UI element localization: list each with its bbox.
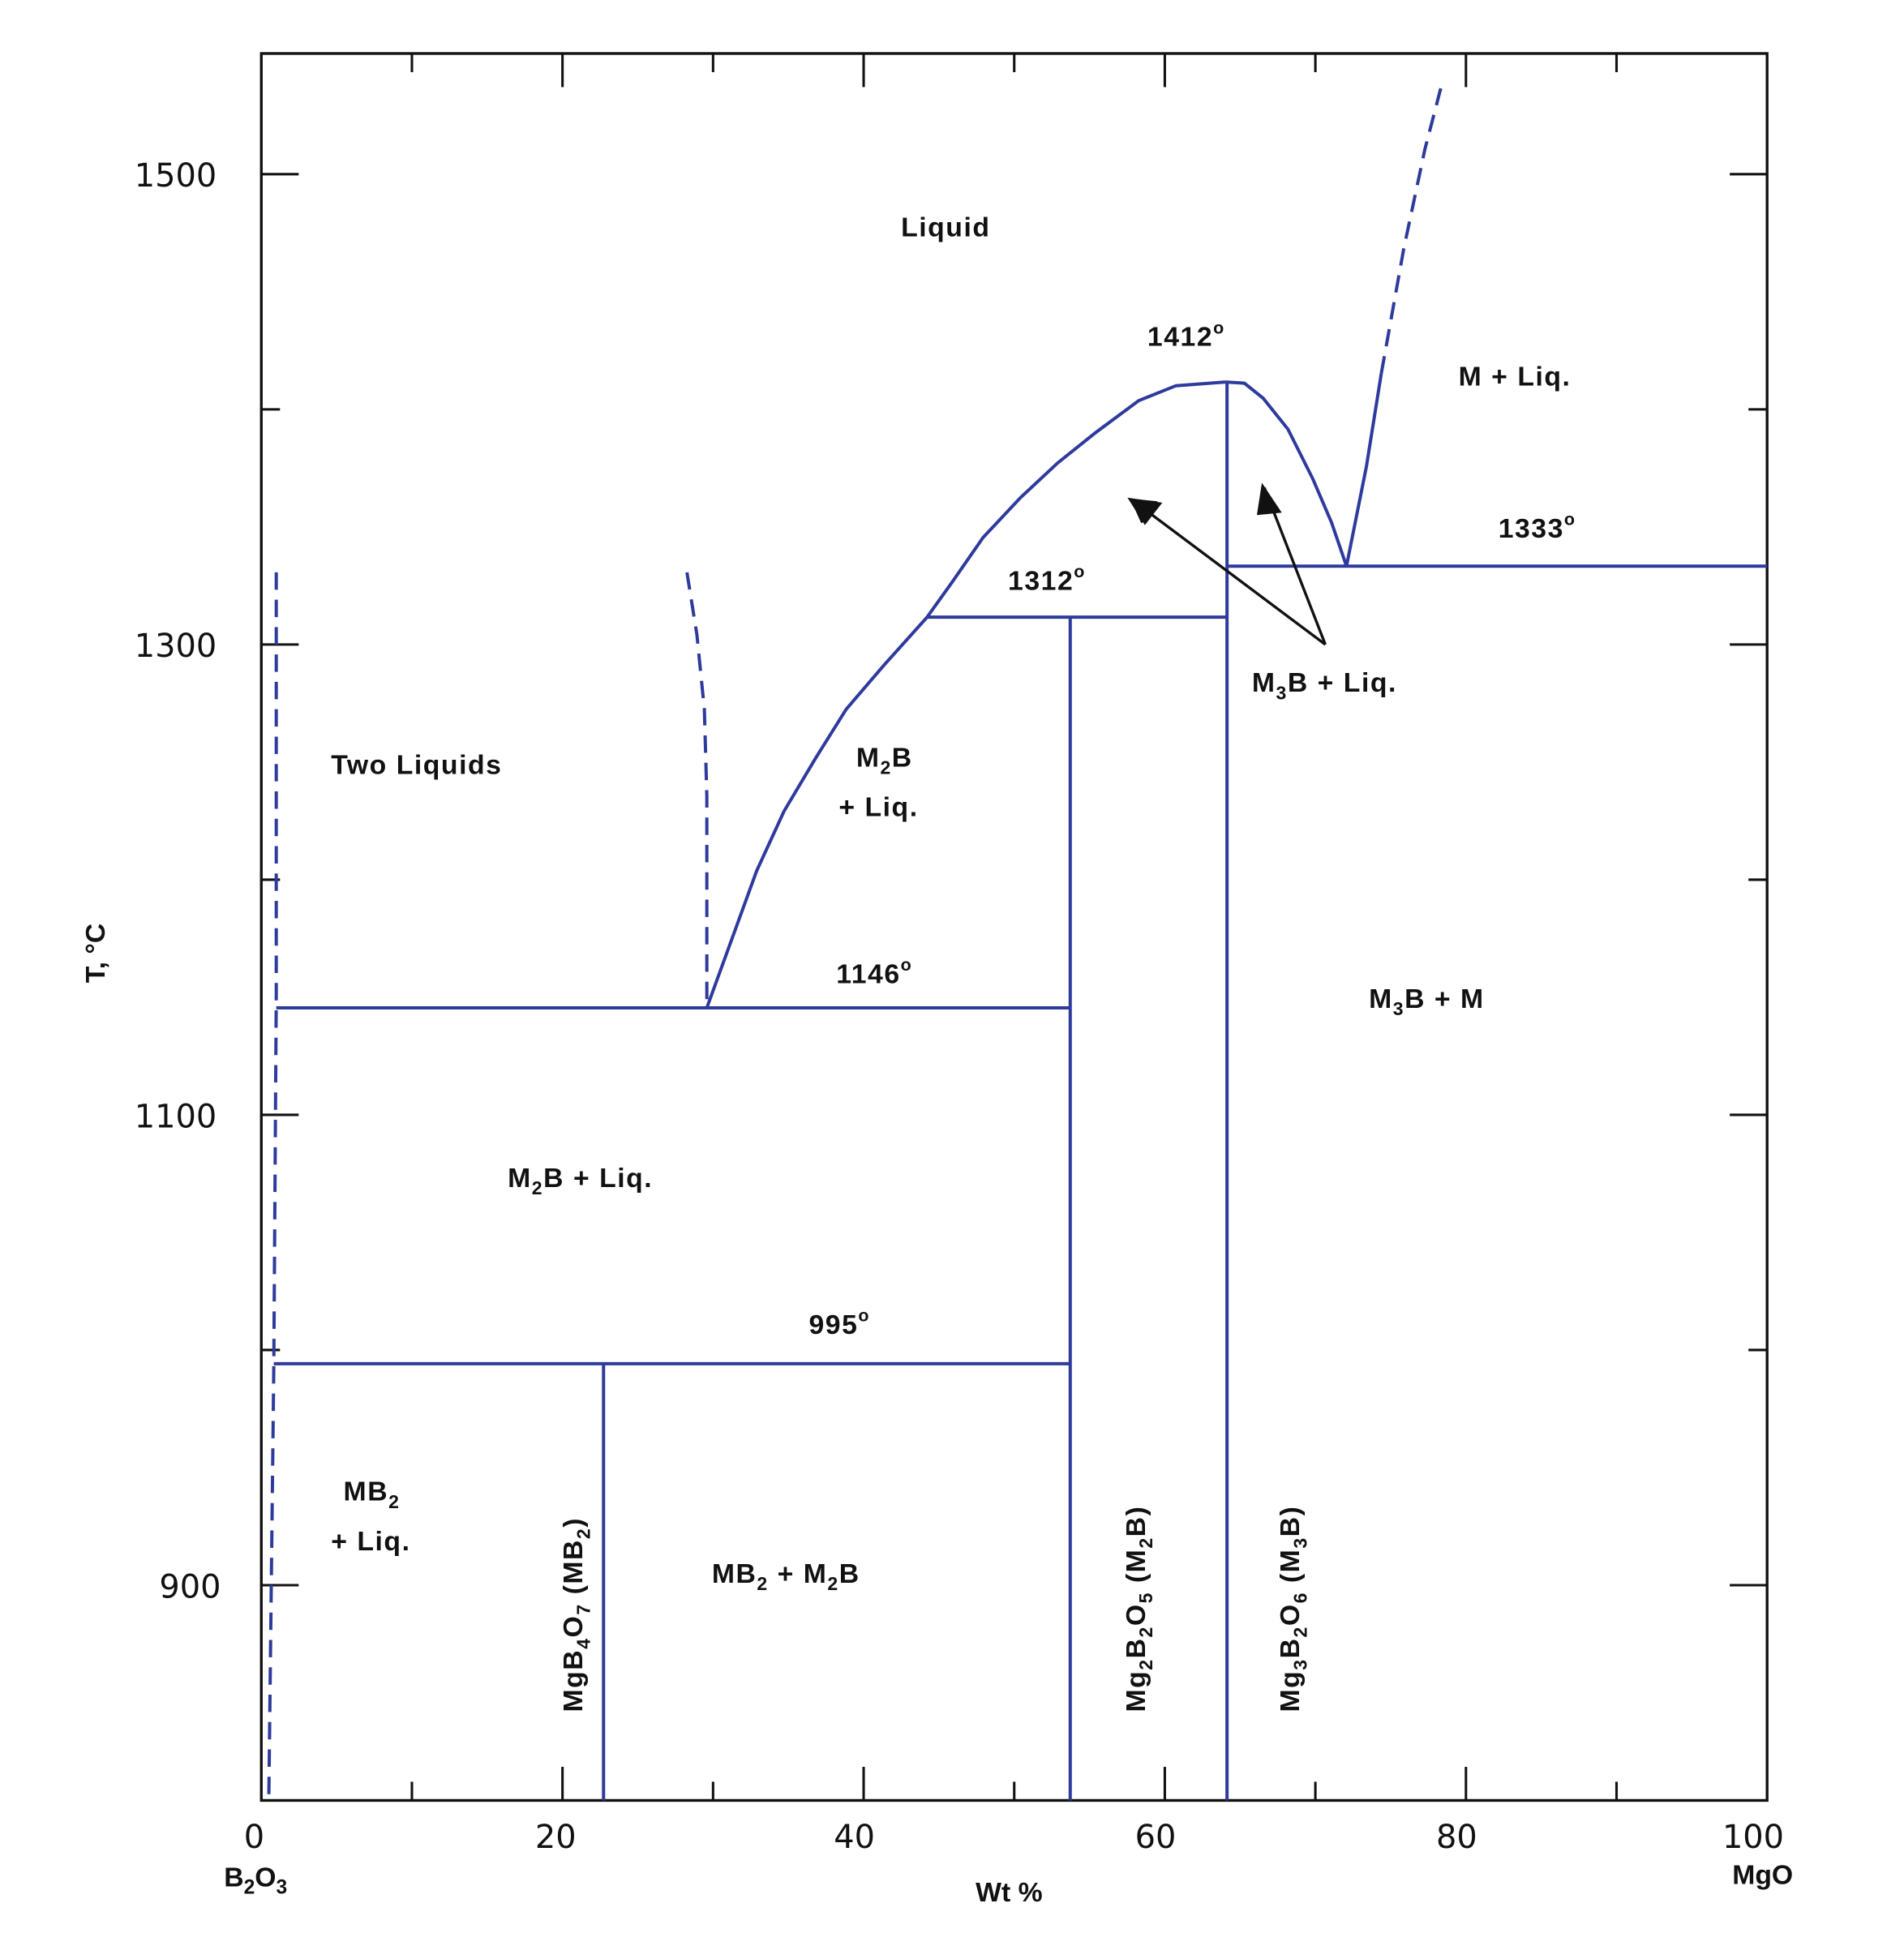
region-m3b-m: M3B + M (1369, 984, 1485, 1019)
y-ticks-left (261, 173, 299, 1587)
x-endmember-mgo: MgO (1732, 1859, 1793, 1890)
y-axis-label: T, °C (80, 924, 111, 983)
b2o3-solvus-dashed (267, 572, 278, 1801)
region-m2b-liq-upper: M2B (856, 742, 913, 778)
x-tick-40: 40 (834, 1819, 875, 1856)
y-tick-1500: 1500 (135, 157, 217, 195)
liquidus-m3b (1225, 380, 1349, 567)
compound-mgb4o7-label: MgB4O7 (MB2) (558, 1517, 594, 1712)
x-axis-label: Wt % (976, 1877, 1042, 1908)
y-tick-1100: 1100 (135, 1098, 217, 1135)
temp-1146: 1146o (836, 955, 912, 989)
temp-1412: 1412o (1147, 318, 1225, 352)
temp-995: 995o (809, 1306, 871, 1340)
region-two-liquids: Two Liquids (331, 749, 502, 780)
x-endmember-b2o3: B2O3 (224, 1862, 287, 1898)
region-mb2-m2b: MB2 + M2B (712, 1558, 860, 1594)
compound-mg3b2o6-label: Mg3B2O6 (M3B) (1275, 1506, 1310, 1712)
x-tick-100: 100 (1722, 1819, 1784, 1856)
liquidus-mgo-dashed (1379, 86, 1443, 374)
region-m2b-liq-upper-line2: + Liq. (838, 792, 918, 823)
temp-1333: 1333o (1499, 510, 1576, 544)
region-mb2-liq: MB2 (344, 1477, 401, 1512)
region-liquid: Liquid (901, 212, 990, 243)
plot-frame (259, 52, 1769, 1802)
y-tick-1300: 1300 (135, 628, 217, 665)
y-tick-900: 900 (159, 1568, 221, 1605)
arrows-m3b-liq (1127, 482, 1327, 646)
region-m-liq: M + Liq. (1459, 362, 1572, 392)
compound-mg2b2o5-label: Mg2B2O5 (M2B) (1121, 1506, 1156, 1712)
x-tick-80: 80 (1436, 1819, 1477, 1856)
x-tick-20: 20 (535, 1819, 577, 1856)
liquidus-m2b (705, 380, 1226, 1009)
y-ticks-right (1730, 173, 1768, 1587)
x-ticks-bottom (410, 1767, 1619, 1801)
x-ticks-top (410, 53, 1619, 88)
region-mb2-liq-line2: + Liq. (331, 1526, 410, 1557)
region-m3b-liq: M3B + Liq. (1252, 667, 1397, 703)
two-liquid-boundary-dashed (685, 572, 709, 1008)
region-m2b-liq-lower: M2B + Liq. (508, 1163, 653, 1198)
temp-1312: 1312o (1008, 562, 1086, 596)
liquidus-mgo (1344, 373, 1383, 567)
x-tick-0: 0 (244, 1819, 264, 1856)
x-tick-60: 60 (1135, 1819, 1177, 1856)
